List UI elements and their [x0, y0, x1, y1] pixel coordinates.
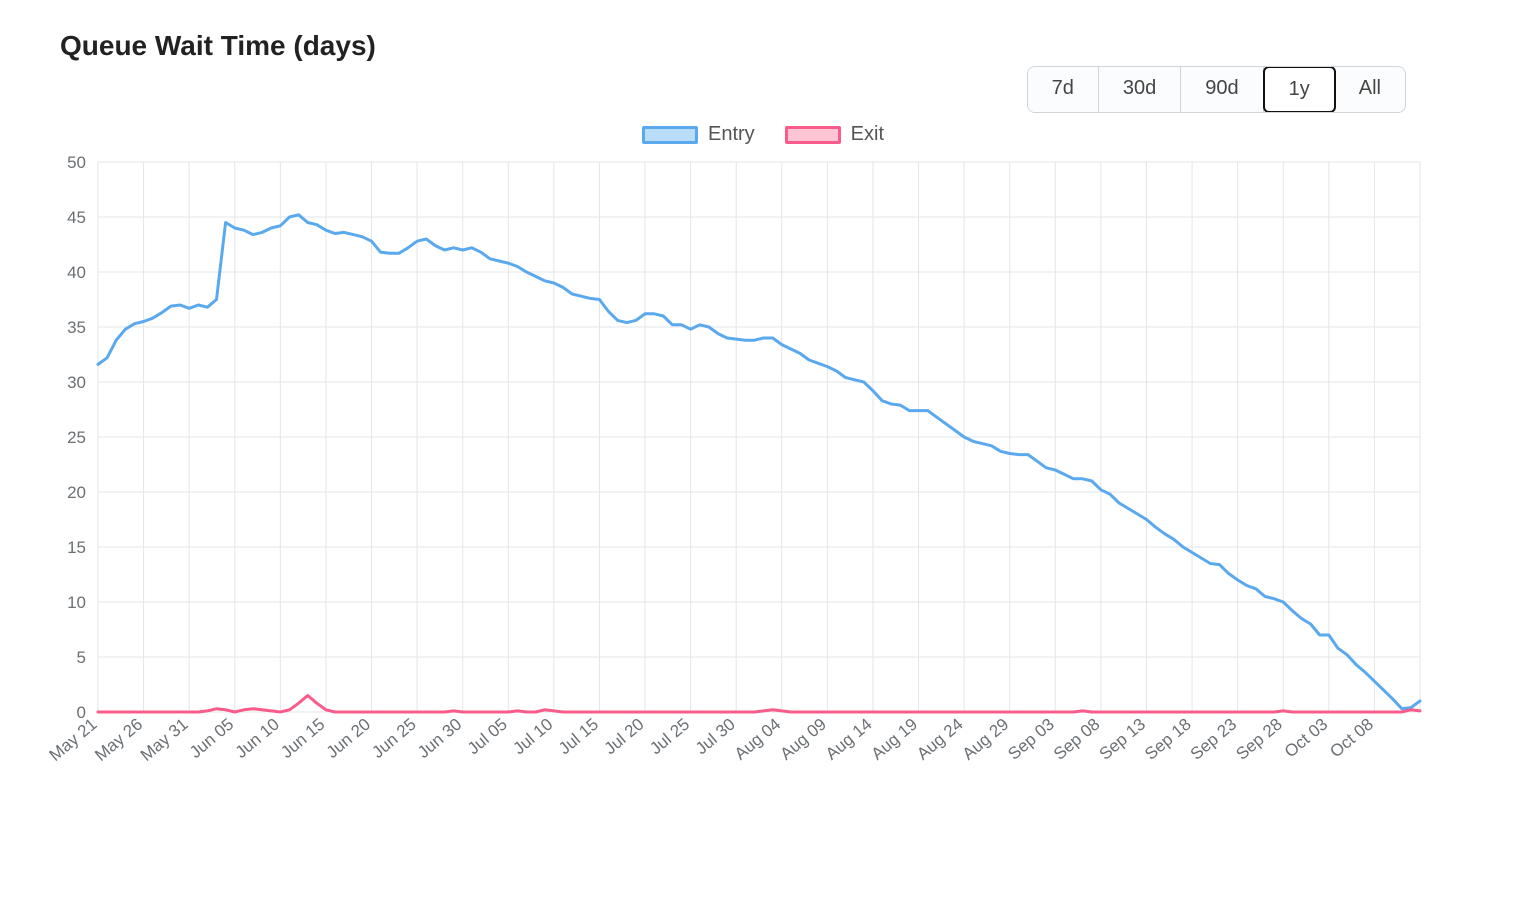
svg-text:Jul 10: Jul 10 [509, 715, 556, 759]
svg-text:5: 5 [77, 648, 86, 667]
svg-text:Aug 24: Aug 24 [913, 715, 966, 764]
x-axis: May 21May 26May 31Jun 05Jun 10Jun 15Jun … [46, 715, 1377, 765]
svg-text:30: 30 [67, 373, 86, 392]
svg-text:May 21: May 21 [46, 715, 101, 765]
legend-item-entry[interactable]: Entry [642, 123, 755, 146]
svg-text:Aug 04: Aug 04 [731, 715, 784, 764]
svg-text:20: 20 [67, 483, 86, 502]
svg-text:Sep 08: Sep 08 [1050, 715, 1103, 764]
range-30d[interactable]: 30d [1099, 67, 1181, 112]
svg-text:Sep 28: Sep 28 [1232, 715, 1285, 764]
range-all[interactable]: All [1335, 67, 1405, 112]
legend-swatch [785, 126, 841, 144]
svg-text:Jun 25: Jun 25 [368, 715, 419, 762]
range-7d[interactable]: 7d [1028, 67, 1099, 112]
legend-swatch [642, 126, 698, 144]
svg-text:Jun 20: Jun 20 [323, 715, 374, 762]
svg-text:Jun 10: Jun 10 [232, 715, 283, 762]
svg-text:Sep 03: Sep 03 [1004, 715, 1057, 764]
svg-text:25: 25 [67, 428, 86, 447]
svg-text:Sep 23: Sep 23 [1187, 715, 1240, 764]
svg-text:Jul 05: Jul 05 [464, 715, 511, 759]
svg-text:Oct 08: Oct 08 [1326, 715, 1377, 762]
svg-text:15: 15 [67, 538, 86, 557]
grid [98, 162, 1420, 712]
svg-text:Jul 20: Jul 20 [601, 715, 648, 759]
svg-text:35: 35 [67, 318, 86, 337]
chart-legend: Entry Exit [20, 123, 1506, 146]
svg-text:May 31: May 31 [137, 715, 192, 765]
svg-text:Jul 15: Jul 15 [555, 715, 602, 759]
series-exit [98, 696, 1420, 713]
svg-text:45: 45 [67, 208, 86, 227]
svg-text:Sep 13: Sep 13 [1096, 715, 1149, 764]
chart-title: Queue Wait Time (days) [20, 20, 416, 62]
y-axis: 05101520253035404550 [67, 153, 86, 722]
svg-text:Aug 29: Aug 29 [959, 715, 1012, 764]
svg-text:Jul 25: Jul 25 [646, 715, 693, 759]
svg-text:40: 40 [67, 263, 86, 282]
svg-text:Oct 03: Oct 03 [1281, 715, 1332, 762]
range-picker: 7d30d90d1yAll [1027, 66, 1406, 113]
range-90d[interactable]: 90d [1181, 67, 1263, 112]
legend-item-exit[interactable]: Exit [785, 123, 884, 146]
svg-text:May 26: May 26 [91, 715, 146, 765]
legend-label: Exit [851, 123, 884, 146]
svg-text:Aug 14: Aug 14 [822, 715, 875, 764]
svg-text:Aug 19: Aug 19 [868, 715, 921, 764]
svg-text:Aug 09: Aug 09 [776, 715, 829, 764]
svg-text:Jun 05: Jun 05 [186, 715, 237, 762]
legend-label: Entry [708, 123, 755, 146]
series-entry [98, 215, 1420, 709]
svg-text:50: 50 [67, 153, 86, 172]
svg-text:Sep 18: Sep 18 [1141, 715, 1194, 764]
range-1y[interactable]: 1y [1263, 66, 1336, 113]
svg-text:10: 10 [67, 593, 86, 612]
svg-text:Jun 15: Jun 15 [277, 715, 328, 762]
queue-wait-chart: 05101520253035404550May 21May 26May 31Ju… [20, 152, 1506, 852]
svg-text:Jun 30: Jun 30 [414, 715, 465, 762]
